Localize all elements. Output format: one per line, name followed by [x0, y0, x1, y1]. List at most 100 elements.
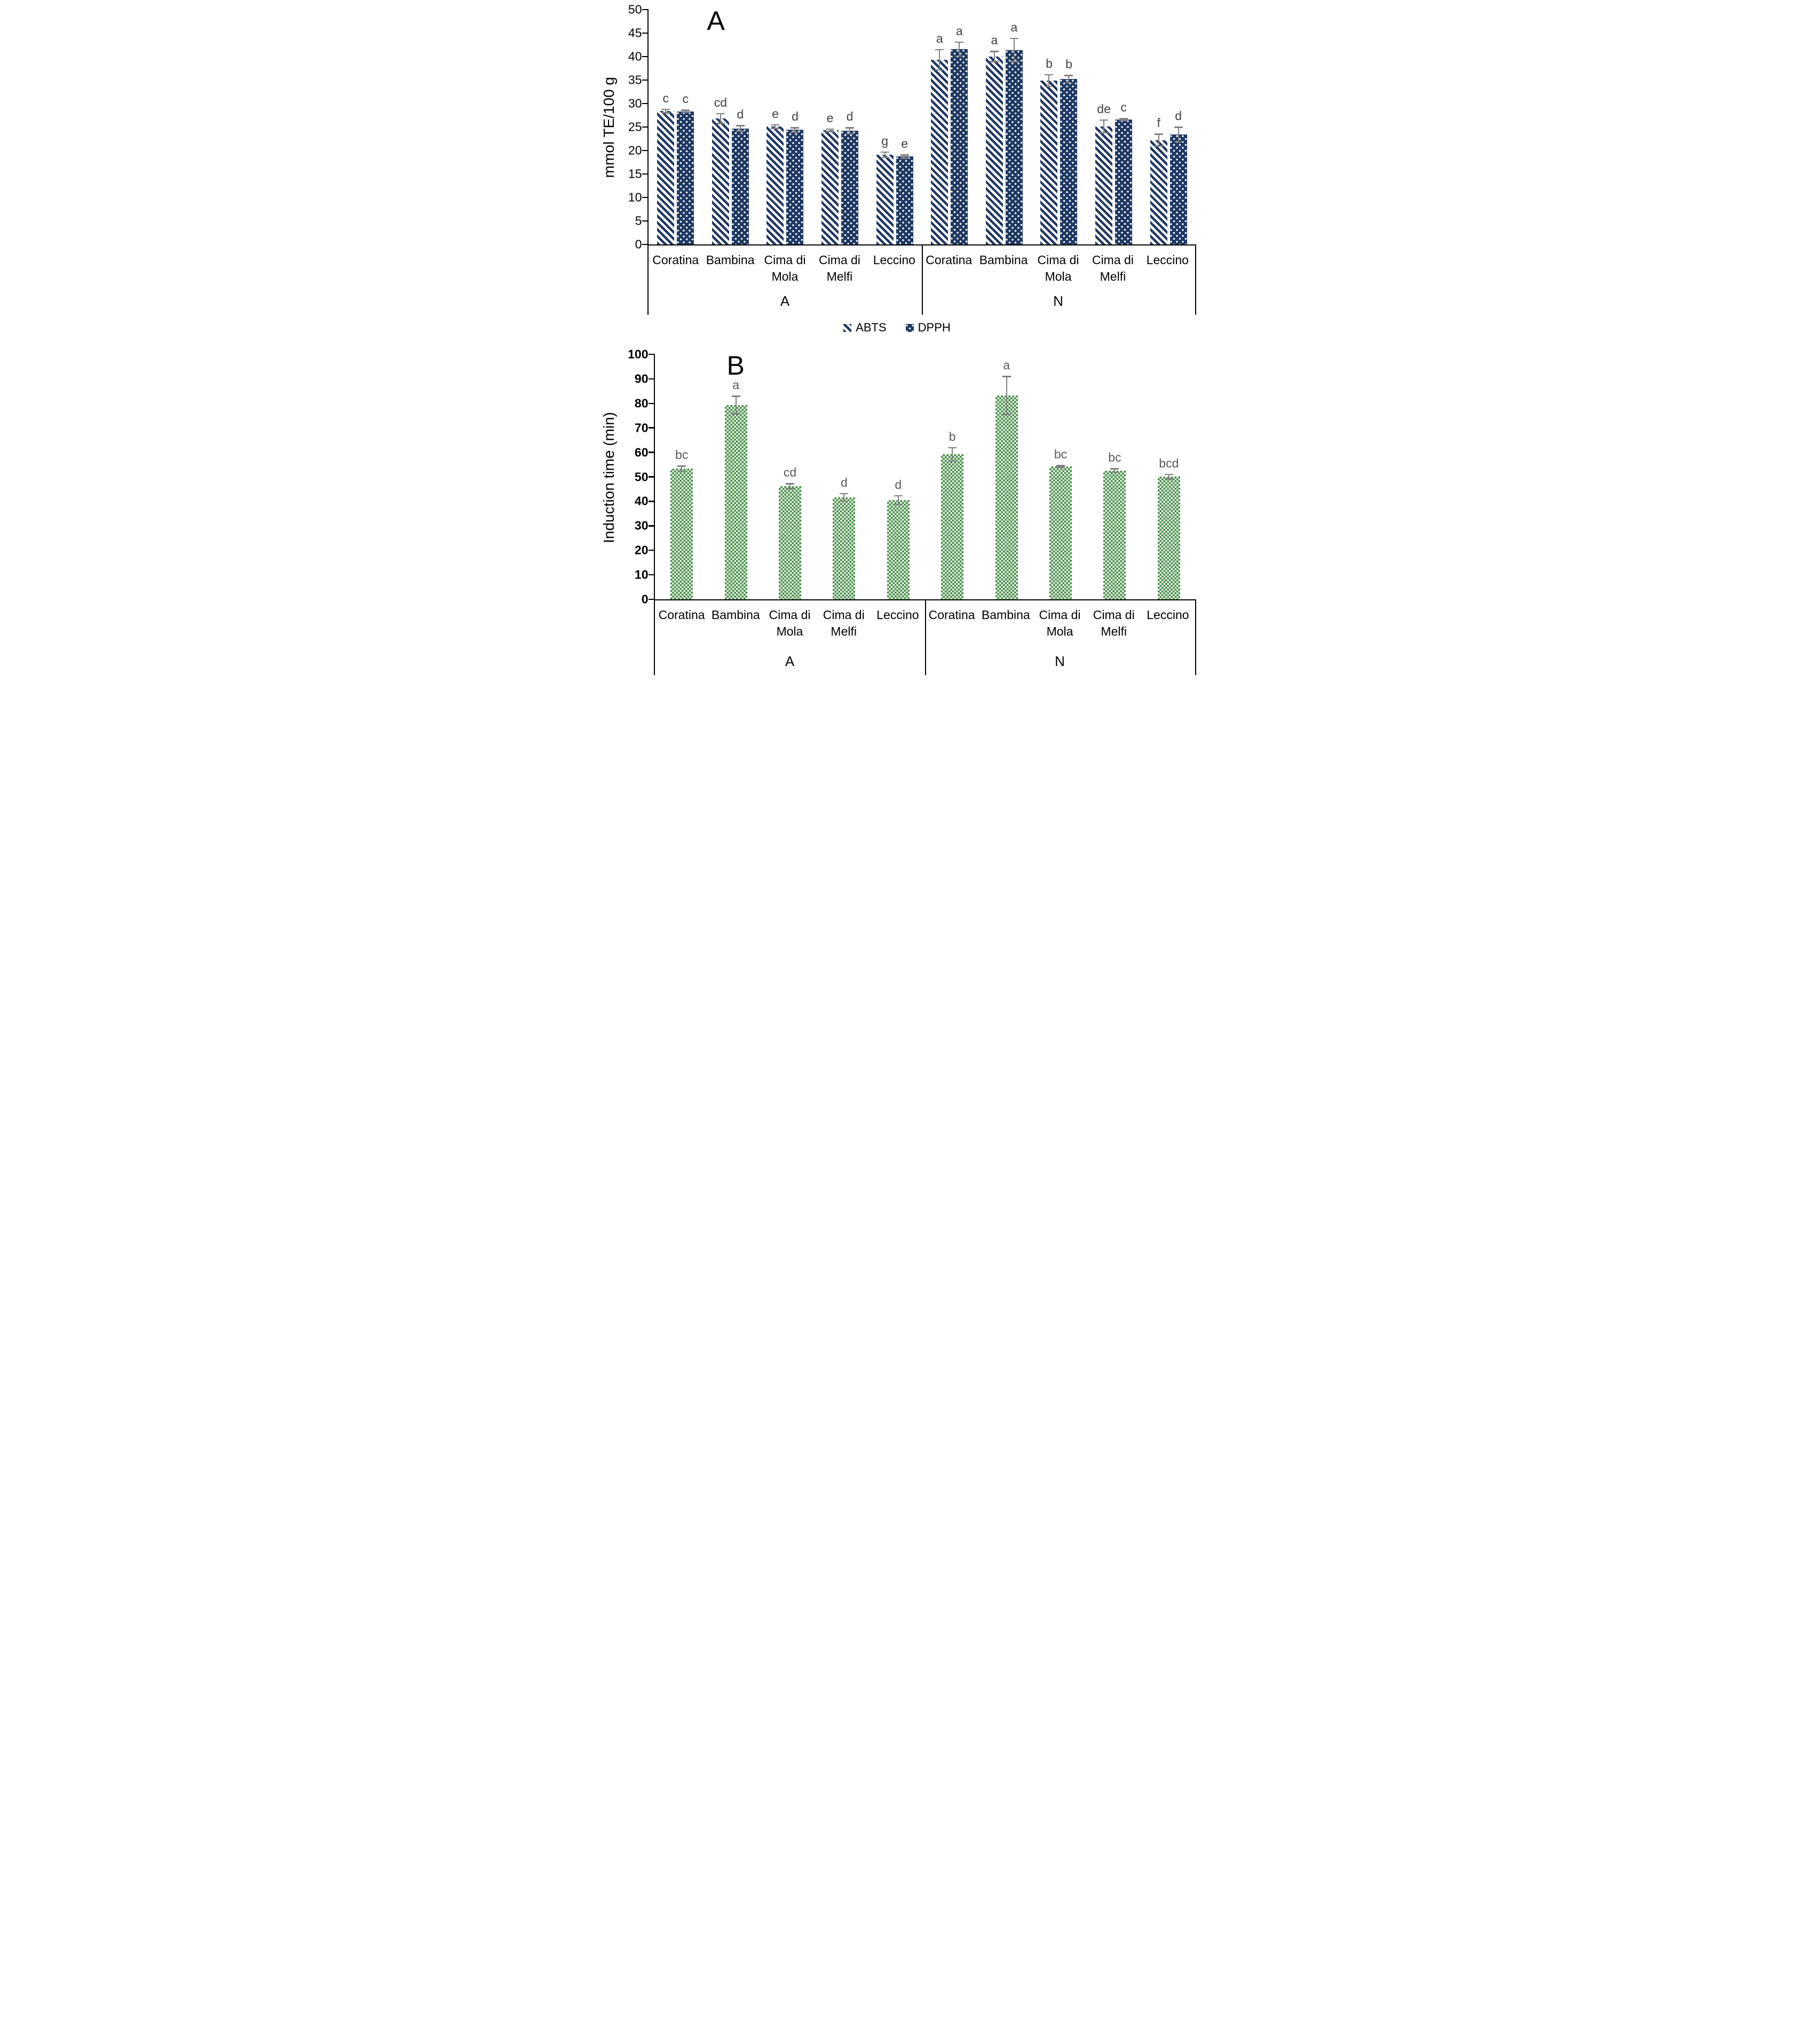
error-bar-bottom-cap: [880, 156, 889, 159]
y-tick-label: 30: [634, 518, 649, 533]
y-tick-label: 0: [635, 237, 642, 251]
barwrap-abts: b: [1040, 57, 1058, 244]
panel-a-category-labels: Coratina Bambina Cima di Mola Cima di Melfi…: [649, 245, 1195, 285]
panel-a-y-axis-title: mmol TE/100 g: [600, 77, 617, 178]
panel-a-xaxis-row: Coratina Bambina Cima di Mola Cima di Melfi…: [598, 245, 1196, 315]
error-bar-bottom-cap: [1119, 120, 1128, 121]
slot-cima-di-mola: bc: [1033, 354, 1087, 599]
error-bar: [1045, 74, 1054, 88]
error-bar: [900, 154, 909, 159]
category-label: Cima di Melfi: [1086, 252, 1140, 285]
y-tick-label: 20: [634, 543, 649, 557]
error-bar-top-cap: [1045, 74, 1054, 76]
group-label: N: [1053, 293, 1063, 309]
y-tick-mark: [648, 476, 655, 478]
bar-induction-time: [724, 405, 747, 599]
y-tick-mark: [642, 243, 649, 245]
group-N: a a a a b b de c f d: [922, 10, 1196, 244]
category-label: Cima di Mola: [763, 607, 817, 640]
error-bar-top-cap: [1174, 126, 1183, 128]
category-label: Bambina: [976, 252, 1031, 285]
significance-letter: e: [826, 110, 834, 125]
error-bar-bottom-cap: [1110, 471, 1119, 473]
category-label: Cima di Melfi: [1087, 607, 1141, 640]
error-bar-bottom-cap: [1056, 466, 1065, 468]
panel-a-group-divider: [921, 245, 923, 315]
error-bar-bottom-cap: [791, 131, 800, 133]
panel-b-chart-row: Induction time (min) 0 10 20 30 40 50 60 70 80 90…: [598, 348, 1196, 605]
error-bar-top-cap: [661, 108, 670, 110]
error-bar: [990, 51, 999, 62]
category-label: Bambina: [709, 607, 763, 640]
y-tick-mark: [648, 501, 655, 502]
category-label: Bambina: [703, 252, 757, 285]
error-bar-top-cap: [1154, 133, 1163, 135]
error-bar-top-cap: [1119, 118, 1128, 120]
panel-a-label: A: [707, 6, 725, 36]
bar-dpph: [677, 111, 694, 244]
y-tick-label: 40: [628, 49, 642, 64]
error-bar-line: [829, 128, 831, 132]
error-bar-line: [774, 124, 776, 129]
error-bar: [826, 128, 835, 132]
category-label-text: Cima di Mola: [769, 608, 811, 639]
panel-a-ylabel-col: mmol TE/100 g: [598, 10, 620, 245]
error-bar-top-cap: [948, 447, 957, 449]
significance-letter: d: [846, 109, 853, 124]
y-tick-mark: [642, 79, 649, 81]
panel-b-plot: B bc a cd d d b a bc bc bcd: [648, 352, 1196, 600]
significance-letter: g: [881, 133, 889, 148]
bar-pair: a: [724, 379, 747, 599]
y-tick-label: 25: [628, 120, 642, 134]
category-label: Cima di Mola: [757, 252, 812, 285]
category-label-text: Bambina: [981, 608, 1030, 622]
category-label-text: Bambina: [711, 608, 760, 622]
slot-cima-di-mola: cd: [763, 354, 817, 599]
error-bar-top-cap: [771, 124, 780, 126]
y-tick-mark: [642, 196, 649, 199]
category-label: Bambina: [979, 607, 1033, 640]
error-bar-line: [794, 127, 796, 133]
error-bar-line: [1068, 75, 1070, 84]
slot-coratina: bc: [655, 354, 709, 599]
error-bar-line: [959, 41, 960, 57]
y-tick-mark: [642, 126, 649, 128]
error-bar: [677, 465, 686, 472]
panel-b-group-divider: [924, 600, 926, 675]
significance-letter: e: [901, 137, 908, 151]
error-bar: [1119, 118, 1128, 121]
panel-b-tick-col: 0 10 20 30 40 50 60 70 80 90 100: [620, 348, 654, 605]
y-tick-label: 50: [634, 470, 649, 484]
error-bar: [1002, 376, 1011, 415]
barwrap-dpph: e: [896, 138, 913, 244]
barwrap-induction-time: cd: [779, 466, 802, 599]
panel-b-ylabel-col: Induction time (min): [598, 354, 620, 600]
barwrap-dpph: c: [1115, 101, 1133, 244]
category-label-text: Coratina: [658, 608, 705, 622]
error-bar-bottom-cap: [1045, 85, 1054, 88]
error-bar-line: [1103, 119, 1105, 134]
significance-letter: b: [1065, 57, 1072, 72]
error-bar: [880, 151, 889, 159]
error-bar-top-cap: [845, 127, 855, 129]
significance-letter: c: [1120, 100, 1127, 115]
error-bar: [1154, 133, 1163, 147]
significance-letter: bc: [1054, 447, 1068, 462]
significance-letter: a: [732, 378, 740, 392]
bar-abts: [657, 111, 675, 244]
y-tick-label: 10: [628, 190, 642, 204]
panel-b-xaxis-row: Coratina Bambina Cima di Mola Cima di Melfi…: [598, 600, 1196, 675]
error-bar-top-cap: [736, 125, 745, 126]
error-bar-line: [843, 493, 845, 502]
category-label-text: Bambina: [706, 253, 755, 267]
bar-abts: [876, 154, 894, 244]
y-tick-label: 70: [634, 421, 649, 435]
slot-coratina: b: [926, 354, 979, 599]
